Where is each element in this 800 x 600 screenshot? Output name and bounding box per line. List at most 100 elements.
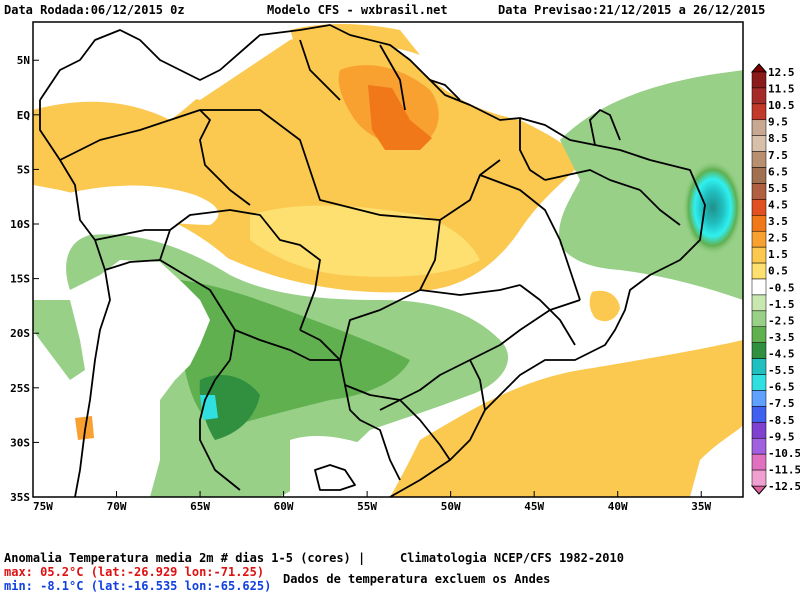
- neutral-guyana-coast: [410, 22, 743, 78]
- colorbar-label: 9.5: [768, 116, 788, 129]
- colorbar-swatch: [751, 246, 767, 264]
- colorbar-swatch: [751, 437, 767, 455]
- colorbar-label: 12.5: [768, 66, 795, 79]
- colorbar-label: 8.5: [768, 132, 788, 145]
- colorbar-swatch: [751, 71, 767, 89]
- cool-anomaly-deep: [199, 375, 260, 440]
- lon-tick-label: 40W: [608, 500, 628, 513]
- colorbar-label: 5.5: [768, 182, 788, 195]
- colorbar-swatch: [751, 358, 767, 375]
- climatology-label: Climatologia NCEP/CFS 1982-2010: [400, 551, 624, 565]
- plot-frame: [32, 21, 744, 498]
- colorbar-swatch: [751, 135, 767, 152]
- colorbar-label: -6.5: [768, 381, 795, 394]
- colorbar-swatch: [751, 215, 767, 232]
- colorbar-swatch: [751, 262, 767, 280]
- colorbar-swatch: [751, 469, 767, 487]
- colorbar-swatch: [751, 278, 767, 296]
- colorbar-label: 6.5: [768, 165, 788, 178]
- colorbar-label: -7.5: [768, 397, 795, 410]
- warm-anomaly-northwest: [290, 24, 420, 60]
- colorbar-label: 7.5: [768, 149, 788, 162]
- south-neutral: [290, 435, 396, 497]
- colorbar-top-cap: [750, 63, 768, 73]
- warm-anomaly-central: [250, 205, 480, 277]
- colorbar-label: 1.5: [768, 248, 788, 261]
- colorbar-label: -0.5: [768, 281, 795, 294]
- colorbar-label: -12.5: [768, 480, 800, 493]
- variable-label: Anomalia Temperatura media 2m # dias 1-5…: [4, 551, 366, 565]
- andes-note-label: Dados de temperatura excluem os Andes: [283, 572, 551, 586]
- longitude-ticks: 75W 70W 65W 60W 55W 50W 45W 40W 35W: [32, 491, 712, 513]
- lat-tick-label: 15S: [10, 273, 30, 286]
- colorbar-label: 3.5: [768, 215, 788, 228]
- colorbar-swatch: [751, 294, 767, 312]
- colorbar-swatch: [751, 103, 767, 121]
- colorbar-label: 0.5: [768, 265, 788, 278]
- lat-tick-label: 30S: [10, 436, 30, 449]
- model-label: Modelo CFS - wxbrasil.net: [267, 3, 448, 17]
- lat-tick-label: 5S: [17, 163, 30, 176]
- andes-excluded-region: [33, 260, 210, 497]
- warm-anomaly-bahia-coast: [589, 290, 620, 322]
- colorbar: 12.5 11.5 10.5 9.5 8.5 7.5 6.5 5.5 4.5 3.5 2.5 1.5 0…: [750, 63, 800, 495]
- latitude-ticks: 5N EQ 5S 10S 15S 20S 25S 30S 35S: [10, 54, 39, 504]
- colorbar-swatch: [751, 342, 767, 359]
- warm-anomaly-atlantic-south: [390, 340, 743, 497]
- colorbar-swatch: [751, 310, 767, 328]
- lat-tick-label: 35S: [10, 491, 30, 504]
- lon-tick-label: 45W: [524, 500, 544, 513]
- colorbar-swatch: [751, 230, 767, 248]
- colorbar-label: -3.5: [768, 331, 795, 344]
- colorbar-label: -2.5: [768, 314, 795, 327]
- cool-anomaly-pernambuco: [682, 160, 743, 256]
- colorbar-swatch: [751, 326, 767, 343]
- lat-tick-label: 25S: [10, 382, 30, 395]
- colorbar-swatch: [751, 183, 767, 200]
- colorbar-label: -4.5: [768, 348, 795, 361]
- min-value-label: min: -8.1°C (lat:-16.535 lon:-65.625): [4, 579, 272, 593]
- lon-tick-label: 50W: [441, 500, 461, 513]
- lon-tick-label: 35W: [691, 500, 711, 513]
- lat-tick-label: 10S: [10, 218, 30, 231]
- colorbar-swatch: [751, 119, 767, 136]
- max-value-label: max: 05.2°C (lat:-26.929 lon:-71.25): [4, 565, 265, 579]
- colorbar-swatch: [751, 199, 767, 216]
- colorbar-swatch: [751, 87, 767, 105]
- lon-tick-label: 60W: [274, 500, 294, 513]
- colorbar-label: -5.5: [768, 364, 795, 377]
- forecast-date-label: Data Previsao:21/12/2015 a 26/12/2015: [498, 3, 766, 17]
- colorbar-swatch: [751, 374, 767, 391]
- colorbar-label: -9.5: [768, 430, 795, 443]
- run-date-label: Data Rodada:06/12/2015 0z: [4, 3, 185, 17]
- colorbar-label: 11.5: [768, 83, 795, 96]
- neutral-amazon-west: [60, 185, 219, 225]
- colorbar-label: -1.5: [768, 298, 795, 311]
- lon-tick-label: 75W: [33, 500, 53, 513]
- colorbar-swatch: [751, 151, 767, 168]
- colorbar-label: 2.5: [768, 232, 788, 245]
- neutral-atlantic-south: [690, 425, 743, 497]
- lon-tick-label: 70W: [107, 500, 127, 513]
- colorbar-bottom-cap: [750, 485, 768, 495]
- warm-anomaly-peak: [368, 85, 432, 150]
- anomaly-fields: [33, 22, 743, 497]
- lon-tick-label: 55W: [357, 500, 377, 513]
- country-borders: [39, 24, 706, 498]
- lat-tick-label: EQ: [17, 109, 31, 122]
- colorbar-label: 4.5: [768, 198, 788, 211]
- lon-tick-label: 65W: [190, 500, 210, 513]
- colorbar-label: 10.5: [768, 99, 795, 112]
- cool-anomaly-chile-coast: [33, 300, 85, 380]
- colorbar-swatch: [751, 390, 767, 407]
- colorbar-label: -8.5: [768, 414, 795, 427]
- colorbar-label: -10.5: [768, 447, 800, 460]
- lat-tick-label: 20S: [10, 327, 30, 340]
- colorbar-swatch: [751, 453, 767, 471]
- colorbar-swatch: [751, 167, 767, 184]
- colorbar-label: -11.5: [768, 463, 800, 476]
- lat-tick-label: 5N: [17, 54, 30, 67]
- colorbar-swatch: [751, 406, 767, 423]
- colorbar-swatch: [751, 422, 767, 439]
